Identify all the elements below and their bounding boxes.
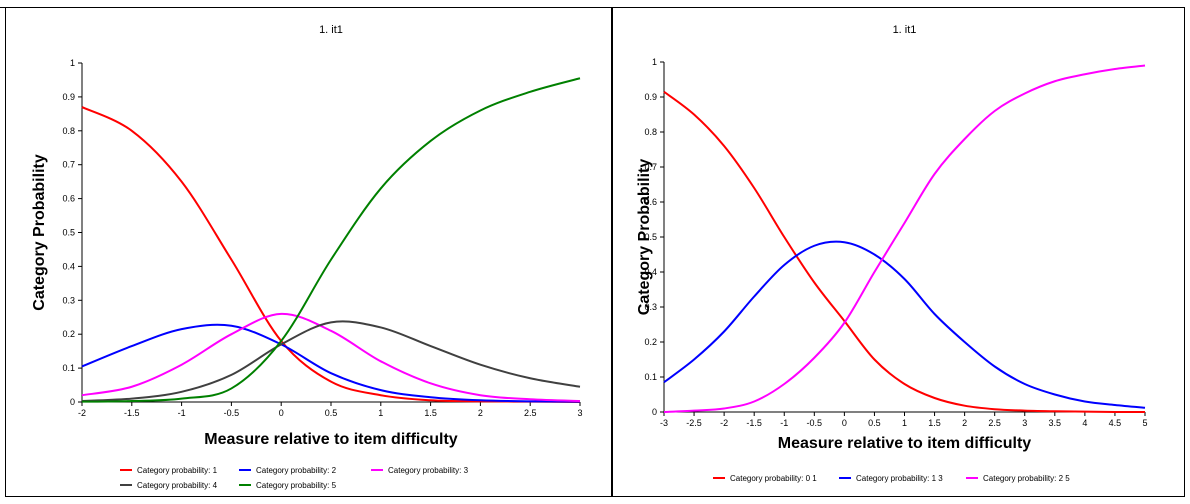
chart-panel-right: 1. it1 0 0.1 0.2 0.3 0.4 0.5 0.6 0.7 0.8 0.9 1 -3 -2.…: [612, 7, 1185, 497]
y-tick-label: 0.1: [62, 363, 75, 373]
series-line-4: [81, 320, 581, 402]
x-tick-label: 1.5: [928, 418, 941, 428]
x-tick-label: -0.5: [807, 418, 823, 428]
x-tick-label: -2.5: [686, 418, 702, 428]
x-tick-label: 2: [478, 408, 483, 418]
x-tick-label: 0: [842, 418, 847, 428]
x-tick-label: 0: [279, 408, 284, 418]
x-tick-label: -2: [78, 408, 86, 418]
legend-label: Category probability: 3: [388, 466, 469, 475]
x-tick-label: -1.5: [124, 408, 140, 418]
y-tick-label: 0.3: [62, 295, 75, 305]
legend-label: Category probability: 4: [137, 481, 218, 490]
x-tick-label: 3: [577, 408, 582, 418]
x-tick-label: -1: [178, 408, 186, 418]
series-line-1: [81, 106, 581, 403]
y-tick-label: 0.2: [62, 329, 75, 339]
x-tick-label: 2: [962, 418, 967, 428]
x-tick-label: 0.5: [868, 418, 881, 428]
legend-label: Category probability: 1 3: [856, 474, 943, 483]
x-tick-label: 1.5: [424, 408, 437, 418]
legend-label: Category probability: 2: [256, 466, 337, 475]
x-axis-title: Measure relative to item difficulty: [778, 435, 1032, 452]
series-line-5: [81, 77, 581, 403]
y-tick-label: 0.7: [62, 160, 75, 170]
y-tick-label: 0: [70, 397, 75, 407]
legend-label: Category probability: 2 5: [983, 474, 1070, 483]
y-tick-label: 0.3: [644, 302, 657, 312]
x-tick-label: 5: [1142, 418, 1147, 428]
y-tick-label: 0.8: [644, 127, 657, 137]
y-axis-title: Category Probability: [31, 154, 48, 311]
x-tick-label: 0.5: [325, 408, 338, 418]
series-line-2: [81, 323, 581, 403]
x-tick-label: -1: [780, 418, 788, 428]
chart-title: 1. it1: [319, 24, 343, 36]
y-tick-label: 0.9: [644, 92, 657, 102]
y-tick-label: 0.2: [644, 337, 657, 347]
y-tick-label: 1: [70, 58, 75, 68]
x-tick-label: -2: [720, 418, 728, 428]
chart-panel-left: 1. it1 0 0.1 0.2 0.3 0.4 0.5 0.6 0.7 0.8 0.9 1 -2 -1.…: [5, 7, 612, 497]
x-tick-label: 1: [378, 408, 383, 418]
legend-label: Category probability: 5: [256, 481, 337, 490]
y-tick-label: 0.4: [62, 261, 75, 271]
series-line-3: [663, 64, 1146, 413]
y-tick-label: 0.4: [644, 267, 657, 277]
series-line-3: [81, 312, 581, 402]
y-tick-label: 0.8: [62, 126, 75, 136]
y-tick-label: 0.9: [62, 92, 75, 102]
y-tick-label: 0.1: [644, 372, 657, 382]
y-axis-title: Category Probability: [636, 159, 653, 316]
legend-label: Category probability: 1: [137, 466, 218, 475]
x-tick-label: 2.5: [524, 408, 537, 418]
x-tick-label: 4: [1082, 418, 1087, 428]
series-line-2: [663, 240, 1146, 409]
x-tick-label: -0.5: [224, 408, 240, 418]
x-tick-label: 4.5: [1109, 418, 1122, 428]
x-tick-label: 3.5: [1049, 418, 1062, 428]
y-tick-label: 0.5: [644, 232, 657, 242]
x-tick-label: -3: [660, 418, 668, 428]
x-tick-label: 2.5: [988, 418, 1001, 428]
y-tick-label: 0.7: [644, 162, 657, 172]
chart-right: 1. it1 0 0.1 0.2 0.3 0.4 0.5 0.6 0.7 0.8 0.9 1 -3 -2.…: [636, 24, 1148, 483]
x-axis-title: Measure relative to item difficulty: [204, 431, 458, 448]
chart-title: 1. it1: [893, 24, 917, 36]
x-tick-label: -1.5: [746, 418, 762, 428]
y-tick-label: 0.6: [644, 197, 657, 207]
legend-label: Category probability: 0 1: [730, 474, 817, 483]
y-tick-label: 0.6: [62, 194, 75, 204]
x-tick-label: 1: [902, 418, 907, 428]
y-tick-label: 0: [652, 407, 657, 417]
y-tick-label: 0.5: [62, 228, 75, 238]
x-tick-label: 3: [1022, 418, 1027, 428]
chart-left: 1. it1 0 0.1 0.2 0.3 0.4 0.5 0.6 0.7 0.8 0.9 1 -2 -1.…: [31, 24, 583, 490]
series-line-1: [663, 90, 1146, 414]
y-tick-label: 1: [652, 57, 657, 67]
